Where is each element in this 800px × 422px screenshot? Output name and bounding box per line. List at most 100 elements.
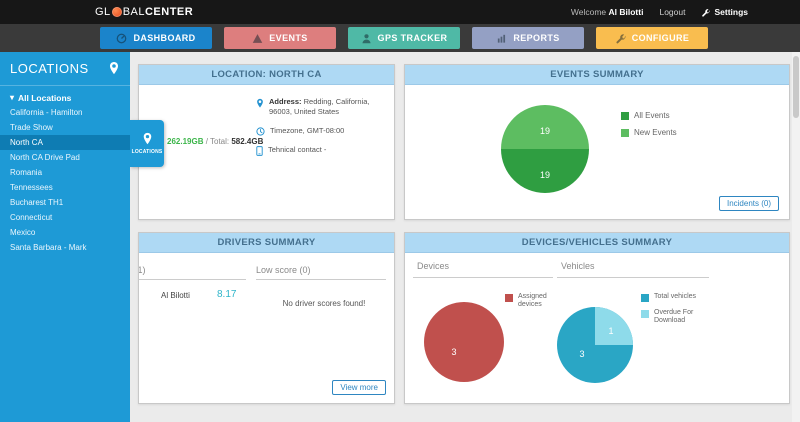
new-events-value: 19 <box>540 126 550 136</box>
nav-dashboard-label: DASHBOARD <box>133 33 196 43</box>
nav-reports-button[interactable]: REPORTS <box>472 27 584 49</box>
sidebar-header: LOCATIONS <box>0 52 130 86</box>
legend-new-events: New Events <box>621 128 677 138</box>
settings-button[interactable]: Settings <box>701 7 748 17</box>
nav-configure-button[interactable]: CONFIGURE <box>596 27 708 49</box>
events-summary-panel: EVENTS SUMMARY 19 19 All Events New Even… <box>404 64 790 220</box>
assigned-devices-value: 3 <box>451 347 456 357</box>
timezone-row: Timezone, GMT-08:00 <box>256 126 392 136</box>
nav-events-label: EVENTS <box>269 33 308 43</box>
phone-icon <box>256 145 263 156</box>
sidebar-location-list: ▾ All Locations California - Hamilton Tr… <box>0 86 130 255</box>
logout-link[interactable]: Logout <box>659 7 686 17</box>
welcome-text: Welcome Al Bilotti <box>571 7 644 17</box>
all-events-label: All Events <box>634 111 670 120</box>
nav-reports-label: REPORTS <box>513 33 560 43</box>
overdue-swatch <box>641 310 649 318</box>
sidebar-item-trade-show[interactable]: Trade Show <box>0 120 130 135</box>
sidebar-item-connecticut[interactable]: Connecticut <box>0 210 130 225</box>
main-nav-strip: DASHBOARD EVENTS GPS TRACKER REPORTS CON… <box>0 24 800 52</box>
storage-used-value: 262.19GB <box>167 137 204 146</box>
nav-events-button[interactable]: EVENTS <box>224 27 336 49</box>
sidebar-item-label: Connecticut <box>10 213 53 222</box>
address-value: Redding, California, 96003, United State… <box>269 97 370 116</box>
caret-down-icon: ▾ <box>10 92 15 102</box>
new-events-label: New Events <box>634 127 677 137</box>
address-pin-icon <box>256 98 264 109</box>
sidebar-item-label: North CA <box>10 138 43 147</box>
sidebar-item-mexico[interactable]: Mexico <box>0 225 130 240</box>
assigned-devices-swatch <box>505 294 513 302</box>
app-logo: GL BAL CENTER <box>95 0 193 24</box>
devices-column-label: Devices <box>417 261 450 271</box>
devices-legend: Assigned devices <box>505 293 567 317</box>
assigned-devices-label: Assigned devices <box>518 293 547 309</box>
locations-tab-label: LOCATIONS <box>131 149 163 155</box>
sidebar-item-bucharest-th1[interactable]: Bucharest TH1 <box>0 195 130 210</box>
logo-text-center: CENTER <box>144 6 194 18</box>
top-bar: GL BAL CENTER Welcome Al Bilotti Logout … <box>0 0 800 24</box>
wrench-icon <box>615 33 626 44</box>
view-more-button[interactable]: View more <box>332 380 386 395</box>
legend-overdue: Overdue For Download <box>641 309 713 326</box>
logo-text-gl: GL <box>95 6 111 18</box>
sidebar-title: LOCATIONS <box>10 61 89 76</box>
sidebar-item-california-hamilton[interactable]: California - Hamilton <box>0 105 130 120</box>
high-score-column-label: High score (1) <box>139 265 146 275</box>
drivers-summary-panel: DRIVERS SUMMARY High score (1) Low score… <box>138 232 395 404</box>
sidebar-item-north-ca-drive-pad[interactable]: North CA Drive Pad <box>0 150 130 165</box>
nav-gps-tracker-label: GPS TRACKER <box>377 33 448 43</box>
sidebar-item-label: Tennessees <box>10 183 53 192</box>
location-info: Address: Redding, California, 96003, Uni… <box>256 97 392 165</box>
location-pin-icon <box>109 61 119 75</box>
storage-usage: 262.19GB / Total: 582.4GB <box>167 137 263 146</box>
settings-label: Settings <box>714 7 748 17</box>
drivers-panel-title: DRIVERS SUMMARY <box>139 233 394 253</box>
warning-icon <box>252 33 263 44</box>
location-panel-title: LOCATION: NORTH CA <box>139 65 394 85</box>
sidebar-item-all-locations[interactable]: ▾ All Locations <box>0 90 130 105</box>
devices-panel-title: DEVICES/VEHICLES SUMMARY <box>405 233 789 253</box>
sidebar-item-tennessees[interactable]: Tennessees <box>0 180 130 195</box>
high-score-divider <box>139 279 246 280</box>
sidebar-item-label: Mexico <box>10 228 36 237</box>
sidebar-item-santa-barbara-mark[interactable]: Santa Barbara - Mark <box>0 240 130 255</box>
events-pie-chart: 19 19 <box>501 105 589 193</box>
person-icon <box>361 33 372 44</box>
username: Al Bilotti <box>608 7 644 17</box>
driver-name[interactable]: Al Bilotti <box>161 291 190 300</box>
sidebar-item-label: North CA Drive Pad <box>10 153 80 162</box>
legend-assigned-devices: Assigned devices <box>505 293 567 310</box>
locations-sidebar: LOCATIONS ▾ All Locations California - H… <box>0 52 130 422</box>
location-panel: LOCATION: NORTH CA 262.19GB / Total: 582… <box>138 64 395 220</box>
new-events-swatch <box>621 128 629 137</box>
sidebar-item-label: All Locations <box>18 92 72 103</box>
overdue-value: 1 <box>608 326 613 336</box>
devices-vehicles-summary-panel: DEVICES/VEHICLES SUMMARY Devices Vehicle… <box>404 232 790 404</box>
sidebar-item-label: Romania <box>10 168 43 177</box>
total-vehicles-value: 3 <box>579 349 584 359</box>
locations-tab-toggle[interactable]: LOCATIONS <box>130 120 164 167</box>
nav-gps-tracker-button[interactable]: GPS TRACKER <box>348 27 460 49</box>
sidebar-item-label: Trade Show <box>10 123 53 132</box>
gauge-icon <box>116 33 127 44</box>
overdue-label: Overdue For Download <box>654 309 694 325</box>
events-legend: All Events New Events <box>621 111 677 144</box>
nav-dashboard-button[interactable]: DASHBOARD <box>100 27 212 49</box>
vehicles-pie-chart: 3 1 <box>557 307 633 383</box>
storage-separator: / Total: <box>203 137 232 146</box>
sidebar-item-label: Bucharest TH1 <box>10 198 64 207</box>
sidebar-item-north-ca[interactable]: North CA <box>0 135 130 150</box>
timezone-value: Timezone, GMT-08:00 <box>270 125 345 135</box>
bar-chart-icon <box>496 33 507 44</box>
scrollbar-thumb[interactable] <box>793 56 799 118</box>
sidebar-item-romania[interactable]: Romania <box>0 165 130 180</box>
vehicles-column-label: Vehicles <box>561 261 595 271</box>
total-vehicles-swatch <box>641 294 649 302</box>
vehicles-legend: Total vehicles Overdue For Download <box>641 293 713 333</box>
address-row: Address: Redding, California, 96003, Uni… <box>256 97 392 117</box>
page-scrollbar[interactable] <box>792 52 800 422</box>
incidents-button[interactable]: Incidents (0) <box>718 196 779 211</box>
main-nav: DASHBOARD EVENTS GPS TRACKER REPORTS CON… <box>100 27 708 49</box>
contact-row: Tehnical contact - <box>256 145 392 156</box>
